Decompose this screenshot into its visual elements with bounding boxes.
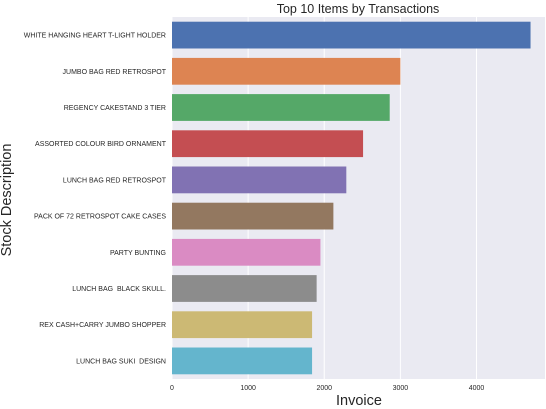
bars [172, 21, 531, 375]
x-tick-label: 3000 [393, 385, 409, 392]
x-tick-label: 1000 [240, 385, 256, 392]
y-tick-label: LUNCH BAG SUKI DESIGN [76, 358, 166, 365]
bar [172, 130, 364, 158]
x-tick-label: 4000 [469, 385, 485, 392]
bar [172, 238, 321, 266]
y-tick-label: JUMBO BAG RED RETROSPOT [63, 69, 167, 76]
bar [172, 311, 313, 339]
y-axis-label: Stock Description [0, 144, 15, 257]
x-tick-labels: 0 1000 2000 3000 4000 [170, 385, 484, 392]
bar [172, 347, 313, 375]
bar [172, 57, 401, 85]
y-tick-label: WHITE HANGING HEART T-LIGHT HOLDER [24, 33, 166, 40]
x-axis-label: Invoice [336, 393, 382, 409]
x-tick-label: 2000 [316, 385, 332, 392]
bar [172, 94, 390, 121]
bar [172, 166, 347, 194]
y-tick-label: ASSORTED COLOUR BIRD ORNAMENT [35, 141, 167, 148]
bar [172, 21, 531, 49]
y-tick-labels: WHITE HANGING HEART T-LIGHT HOLDER JUMBO … [24, 33, 167, 366]
y-tick-label: PARTY BUNTING [110, 250, 166, 257]
x-tick-label: 0 [170, 385, 174, 392]
bar [172, 202, 334, 230]
y-tick-label: LUNCH BAG BLACK SKULL. [72, 286, 166, 293]
chart-title: Top 10 Items by Transactions [277, 2, 440, 16]
y-tick-label: REX CASH+CARRY JUMBO SHOPPER [39, 322, 166, 329]
bar [172, 275, 317, 302]
y-tick-label: REGENCY CAKESTAND 3 TIER [64, 105, 166, 112]
y-tick-label: PACK OF 72 RETROSPOT CAKE CASES [34, 214, 166, 221]
y-tick-label: LUNCH BAG RED RETROSPOT [63, 177, 167, 184]
